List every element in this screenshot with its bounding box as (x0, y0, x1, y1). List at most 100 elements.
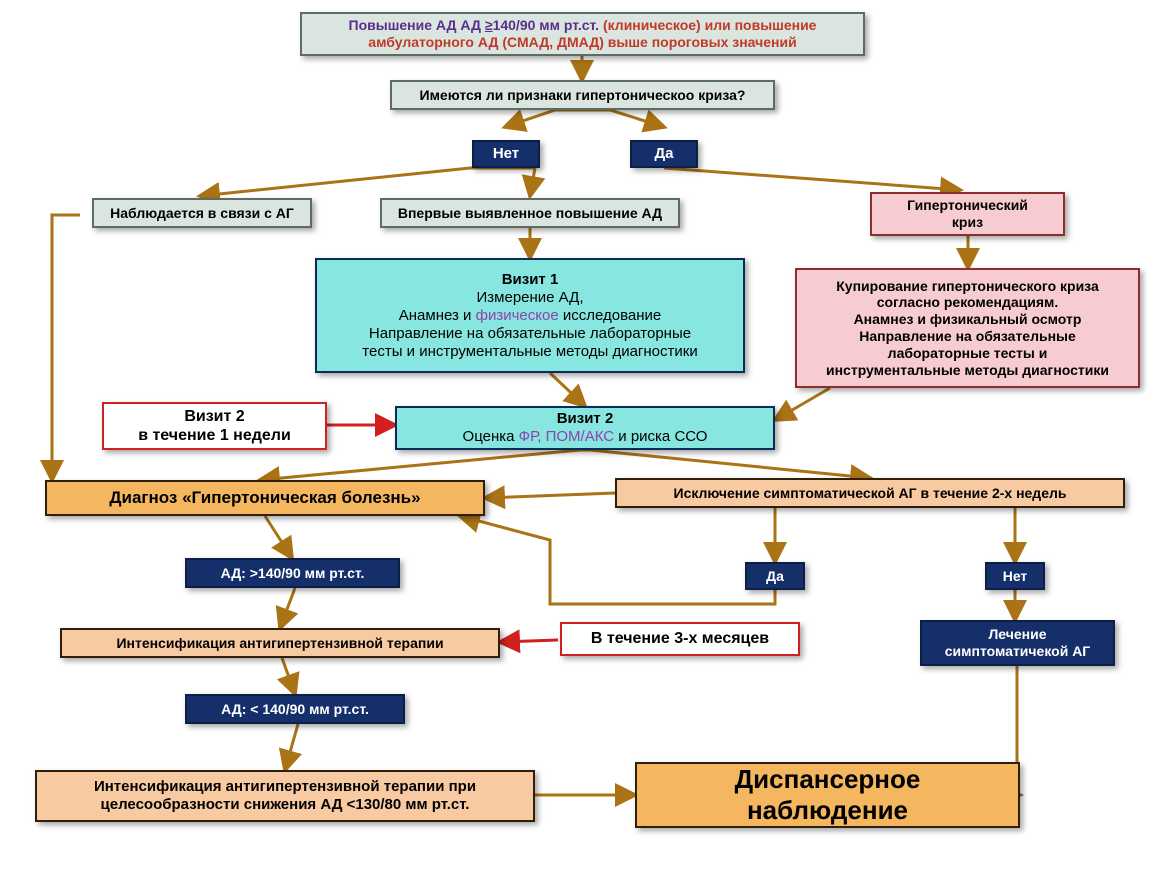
text-fragment: тесты и инструментальные методы диагност… (362, 343, 697, 360)
node-n_no: Нет (472, 140, 540, 168)
node-n_3months: В течение 3-х месяцев (560, 622, 800, 656)
text-fragment: 140/90 мм рт.ст. (493, 17, 603, 33)
node-content: В течение 3-х месяцев (591, 629, 769, 648)
node-content: Гипертоническийкриз (907, 197, 1028, 231)
node-n_visit2: Визит 2Оценка ФР, ПОМ/АКС и риска ССО (395, 406, 775, 450)
node-n_diag_hyp: Диагноз «Гипертоническая болезнь» (45, 480, 485, 516)
node-content: Купирование гипертонического кризасоглас… (826, 278, 1109, 379)
text-line: АД: < 140/90 мм рт.ст. (221, 701, 369, 717)
node-content: Впервые выявленное повышение АД (398, 205, 662, 222)
text-fragment: Измерение АД, (477, 289, 584, 306)
node-n_bp_low: АД: < 140/90 мм рт.ст. (185, 694, 405, 724)
node-n_no2: Нет (985, 562, 1045, 590)
edge-arrow (775, 388, 830, 420)
text-line: Да (766, 568, 784, 584)
text-line: Купирование гипертонического криза (836, 278, 1098, 294)
edge-arrow (664, 168, 960, 190)
edge-arrow (500, 640, 558, 642)
edge-arrow (485, 493, 615, 498)
text-fragment: (клиническое) или повышение (603, 17, 817, 33)
text-line: Наблюдается в связи с АГ (110, 205, 294, 221)
node-content: Нет (493, 145, 519, 163)
node-content: Визит 2Оценка ФР, ПОМ/АКС и риска ССО (463, 410, 708, 446)
text-fragment: Визит 1 (502, 271, 559, 288)
node-content: Интенсификация антигипертензивной терапи… (116, 635, 443, 652)
text-line: АД: >140/90 мм рт.ст. (221, 565, 365, 581)
node-content: Диспансерноенаблюдение (735, 764, 921, 826)
text-line: Впервые выявленное повышение АД (398, 205, 662, 221)
node-n_first_detected: Впервые выявленное повышение АД (380, 198, 680, 228)
text-line: В течение 3-х месяцев (591, 630, 769, 647)
text-line: симптоматичекой АГ (945, 643, 1091, 659)
node-content: АД: >140/90 мм рт.ст. (221, 565, 365, 582)
edge-arrow (52, 215, 80, 480)
edge-arrow (260, 450, 585, 480)
text-line: в течение 1 недели (138, 427, 291, 444)
text-line: наблюдение (747, 795, 908, 825)
node-content: Лечениесимптоматичекой АГ (945, 626, 1091, 660)
node-content: Визит 1Измерение АД,Анамнез и физическое… (362, 271, 697, 361)
edge-arrow (460, 516, 775, 604)
text-fragment: Анамнез и (399, 307, 476, 324)
flowchart-canvas: Повышение АД АД ≥140/90 мм рт.ст. (клини… (0, 0, 1165, 875)
edge-arrow (582, 110, 664, 127)
text-line: Лечение (988, 626, 1046, 642)
node-content: Да (766, 568, 784, 585)
edge-arrow (265, 516, 292, 558)
edge-arrow (285, 724, 298, 770)
text-fragment: Направление на обязательные лабораторные (369, 325, 691, 342)
node-content: Диагноз «Гипертоническая болезнь» (109, 488, 420, 508)
edge-arrow (200, 168, 506, 196)
text-line: Исключение симптоматической АГ в течение… (674, 485, 1067, 501)
node-n_observed_ag: Наблюдается в связи с АГ (92, 198, 312, 228)
node-content: АД: < 140/90 мм рт.ст. (221, 701, 369, 718)
node-content: Наблюдается в связи с АГ (110, 205, 294, 222)
text-line: целесообразности снижения АД <130/80 мм … (101, 796, 470, 813)
node-n_top: Повышение АД АД ≥140/90 мм рт.ст. (клини… (300, 12, 865, 56)
text-line: Да (654, 145, 673, 162)
node-n_yes2: Да (745, 562, 805, 590)
text-fragment: ≥ (485, 17, 493, 33)
node-n_bp_high: АД: >140/90 мм рт.ст. (185, 558, 400, 588)
edge-arrow (506, 168, 535, 196)
text-line: инструментальные методы диагностики (826, 362, 1109, 378)
text-line: согласно рекомендациям. (877, 294, 1059, 310)
edge-arrow (280, 588, 295, 628)
node-n_exclude_sym: Исключение симптоматической АГ в течение… (615, 478, 1125, 508)
node-n_crisis_q: Имеются ли признаки гипертоническоо криз… (390, 80, 775, 110)
text-line: криз (952, 214, 983, 230)
node-n_visit1: Визит 1Измерение АД,Анамнез и физическое… (315, 258, 745, 373)
node-content: Да (654, 145, 673, 163)
text-line: Направление на обязательные (859, 328, 1076, 344)
text-line: Визит 2 (184, 408, 244, 425)
text-line: Диспансерное (735, 764, 921, 794)
text-line: лабораторные тесты и (888, 345, 1048, 361)
edge-arrow (282, 658, 295, 694)
text-fragment: исследование (559, 307, 662, 324)
node-n_dispanser: Диспансерноенаблюдение (635, 762, 1020, 828)
text-line: Имеются ли признаки гипертоническоо криз… (420, 87, 746, 103)
text-line: Гипертонический (907, 197, 1028, 213)
node-n_intensify: Интенсификация антигипертензивной терапи… (60, 628, 500, 658)
text-line: Нет (493, 145, 519, 162)
node-n_intensify_target: Интенсификация антигипертензивной терапи… (35, 770, 535, 822)
text-fragment: и риска ССО (614, 428, 707, 445)
node-n_yes: Да (630, 140, 698, 168)
text-line: Интенсификация антигипертензивной терапи… (116, 635, 443, 651)
node-n_visit2_label: Визит 2 в течение 1 недели (102, 402, 327, 450)
text-fragment: амбулаторного АД (СМАД, ДМАД) выше порог… (368, 34, 796, 50)
text-line: Диагноз «Гипертоническая болезнь» (109, 488, 420, 507)
node-content: Интенсификация антигипертензивной терапи… (94, 778, 476, 814)
node-content: Визит 2 в течение 1 недели (138, 407, 291, 445)
text-line: Нет (1003, 568, 1028, 584)
node-content: Исключение симптоматической АГ в течение… (674, 485, 1067, 502)
text-fragment: физическое (476, 307, 559, 324)
node-content: Нет (1003, 568, 1028, 585)
node-n_crisis: Гипертоническийкриз (870, 192, 1065, 236)
text-line: Анамнез и физикальный осмотр (854, 311, 1082, 327)
text-fragment: ФР, ПОМ/АКС (519, 428, 614, 445)
edge-arrow (550, 373, 585, 406)
text-fragment: Оценка (463, 428, 519, 445)
node-content: Имеются ли признаки гипертоническоо криз… (420, 87, 746, 104)
edge-arrow (585, 450, 870, 478)
